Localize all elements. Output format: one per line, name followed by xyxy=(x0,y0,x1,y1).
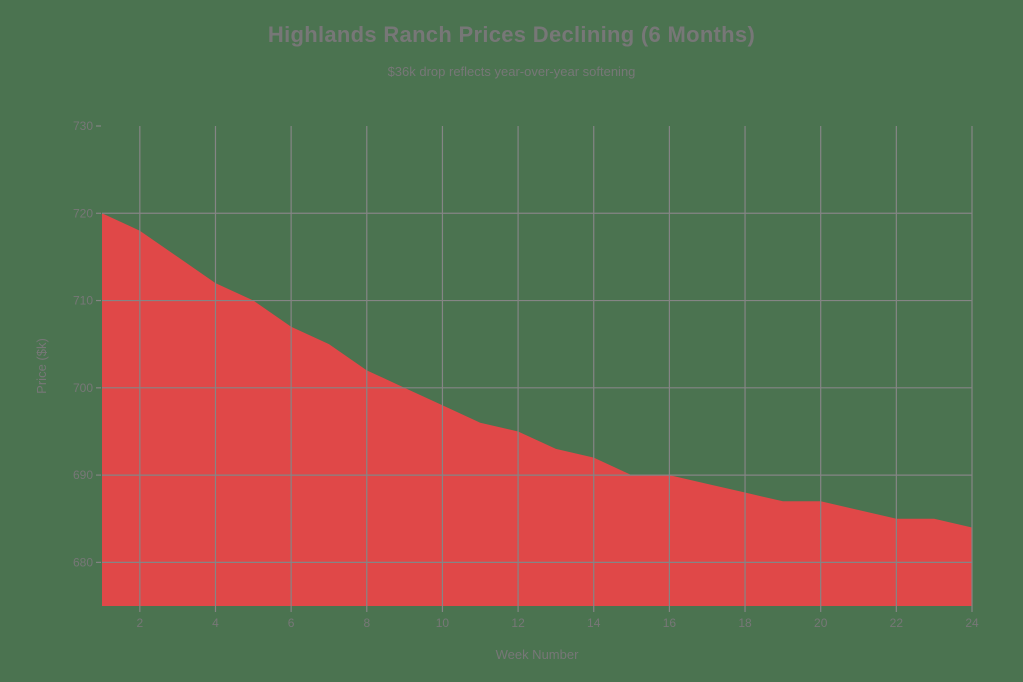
y-tick-label: 680 xyxy=(73,555,93,569)
x-tick-label: 6 xyxy=(288,616,295,630)
x-axis-title: Week Number xyxy=(496,647,580,662)
x-tick-label: 20 xyxy=(814,616,828,630)
gridlines xyxy=(102,126,973,606)
price-area-fill xyxy=(102,213,972,607)
x-tick-label: 4 xyxy=(212,616,219,630)
chart-subtitle: $36k drop reflects year-over-year soften… xyxy=(387,64,636,79)
x-tick-label: 12 xyxy=(511,616,525,630)
x-tick-label: 24 xyxy=(965,616,979,630)
x-tick-label: 2 xyxy=(136,616,143,630)
y-tick-label: 710 xyxy=(73,294,93,308)
x-tick-label: 22 xyxy=(890,616,904,630)
x-tick-label: 14 xyxy=(587,616,601,630)
x-axis: 2 4 6 8 10 12 14 16 18 20 22 24 xyxy=(136,606,979,630)
y-tick-label: 690 xyxy=(73,468,93,482)
price-area xyxy=(102,213,972,607)
y-tick-label: 720 xyxy=(73,206,93,220)
y-tick-label: 730 xyxy=(73,119,93,133)
x-tick-label: 18 xyxy=(738,616,752,630)
y-tick-label: 700 xyxy=(73,381,93,395)
y-axis: 680 690 700 710 720 730 xyxy=(73,119,101,569)
x-tick-label: 10 xyxy=(436,616,450,630)
x-tick-label: 16 xyxy=(663,616,677,630)
chart-title: Highlands Ranch Prices Declining (6 Mont… xyxy=(267,22,756,47)
y-axis-title: Price ($k) xyxy=(34,338,49,394)
x-tick-label: 8 xyxy=(363,616,370,630)
